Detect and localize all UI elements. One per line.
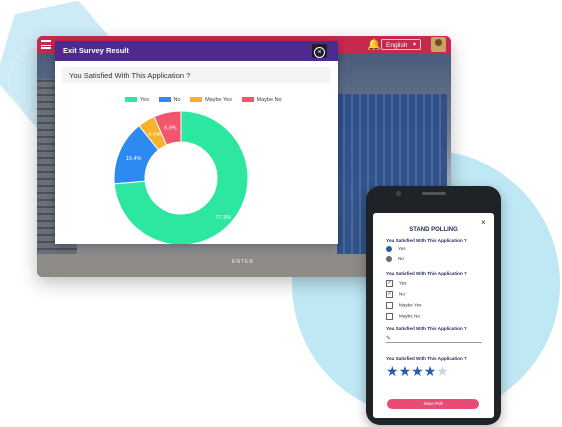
option-label: Maybe No	[399, 313, 420, 319]
pencil-icon: ✎	[386, 336, 392, 342]
checkbox-icon	[386, 302, 393, 309]
donut-data-label: 4.4%	[148, 132, 161, 138]
speaker-grille	[422, 192, 446, 195]
donut-data-label: 6.9%	[164, 126, 177, 132]
checkbox-option-maybe-yes[interactable]: Maybe Yes	[386, 302, 421, 309]
star-icon[interactable]: ★	[423, 363, 437, 379]
question-text: You Satisfied With This Application ?	[69, 71, 191, 80]
modal-header: Exit Survey Result ×	[55, 41, 338, 61]
enter-label: ENTER	[232, 259, 254, 265]
checkbox-option-maybe-no[interactable]: Maybe No	[386, 313, 420, 320]
poll-question-1: You Satisfied With This Application ?	[386, 238, 467, 243]
star-icon[interactable]: ★	[398, 363, 412, 379]
legend-swatch	[158, 97, 171, 103]
phone-device: × STAND POLLING You Satisfied With This …	[366, 186, 501, 425]
radio-option-no[interactable]: No	[386, 256, 404, 262]
checkbox-checked-icon: ✓	[386, 280, 393, 287]
radio-selected-icon	[386, 246, 392, 252]
close-icon: ×	[314, 47, 325, 58]
donut-data-label: 77.3%	[216, 215, 232, 221]
donut-slice-yes[interactable]	[113, 110, 249, 244]
poll-title: STAND POLLING	[409, 227, 458, 233]
legend-item-yes[interactable]: Yes	[125, 97, 149, 103]
street	[37, 254, 451, 277]
survey-result-modal: Exit Survey Result × You Satisfied With …	[55, 41, 338, 244]
legend-label: Maybe Yes	[205, 97, 232, 103]
star-icon[interactable]: ★	[386, 363, 399, 379]
checkbox-option-yes[interactable]: ✓ Yes	[386, 280, 407, 287]
menu-icon[interactable]	[41, 40, 51, 49]
donut-data-label: 16.4%	[126, 156, 142, 162]
star-rating[interactable]: ★★★★★	[386, 364, 449, 378]
donut-slice-maybe-no[interactable]	[153, 110, 182, 146]
checkbox-checked-icon: ✓	[386, 291, 393, 298]
answer-text-input[interactable]: ✎	[386, 335, 482, 343]
legend-item-no[interactable]: No	[158, 97, 181, 103]
star-icon[interactable]: ★	[411, 363, 424, 379]
option-label: No	[399, 291, 405, 297]
legend-item-maybe-no[interactable]: Maybe No	[241, 97, 282, 103]
close-button[interactable]: ×	[312, 44, 327, 58]
option-label: Yes	[398, 246, 406, 252]
chart-legend: Yes No Maybe Yes Maybe No	[125, 97, 290, 105]
star-empty-icon[interactable]: ★	[436, 363, 449, 379]
poll-question-2: You Satisfied With This Application ?	[386, 271, 467, 276]
question-bar: You Satisfied With This Application ?	[62, 67, 330, 83]
option-label: Yes	[399, 280, 407, 286]
radio-option-yes[interactable]: Yes	[386, 246, 406, 252]
checkbox-icon	[386, 313, 393, 320]
language-select[interactable]: English ▼	[381, 39, 421, 50]
close-icon[interactable]: ×	[481, 218, 486, 227]
donut-chart: 77.3% 16.4% 4.4%6.9%	[113, 110, 249, 244]
notification-bell-icon[interactable]: 🔔	[367, 39, 381, 51]
chevron-down-icon: ▼	[412, 42, 417, 48]
legend-item-maybe-yes[interactable]: Maybe Yes	[190, 97, 232, 103]
modal-title: Exit Survey Result	[63, 46, 129, 55]
legend-swatch	[190, 97, 203, 103]
stand-polling-screen: × STAND POLLING You Satisfied With This …	[373, 213, 494, 418]
legend-swatch	[125, 97, 137, 103]
save-poll-button[interactable]: Save Poll	[387, 399, 479, 409]
poll-question-4: You Satisfied With This Application ?	[386, 356, 467, 361]
legend-label: Maybe No	[256, 97, 282, 103]
option-label: Maybe Yes	[399, 302, 422, 308]
option-label: No	[398, 256, 404, 262]
language-select-value: English	[386, 42, 408, 49]
legend-swatch	[241, 97, 254, 103]
legend-label: No	[173, 97, 181, 103]
checkbox-option-no[interactable]: ✓ No	[386, 291, 405, 298]
radio-icon	[386, 256, 392, 262]
poll-question-3: You Satisfied With This Application ?	[386, 326, 467, 331]
avatar[interactable]	[431, 37, 446, 52]
camera-icon	[396, 191, 401, 196]
legend-label: Yes	[140, 97, 149, 103]
